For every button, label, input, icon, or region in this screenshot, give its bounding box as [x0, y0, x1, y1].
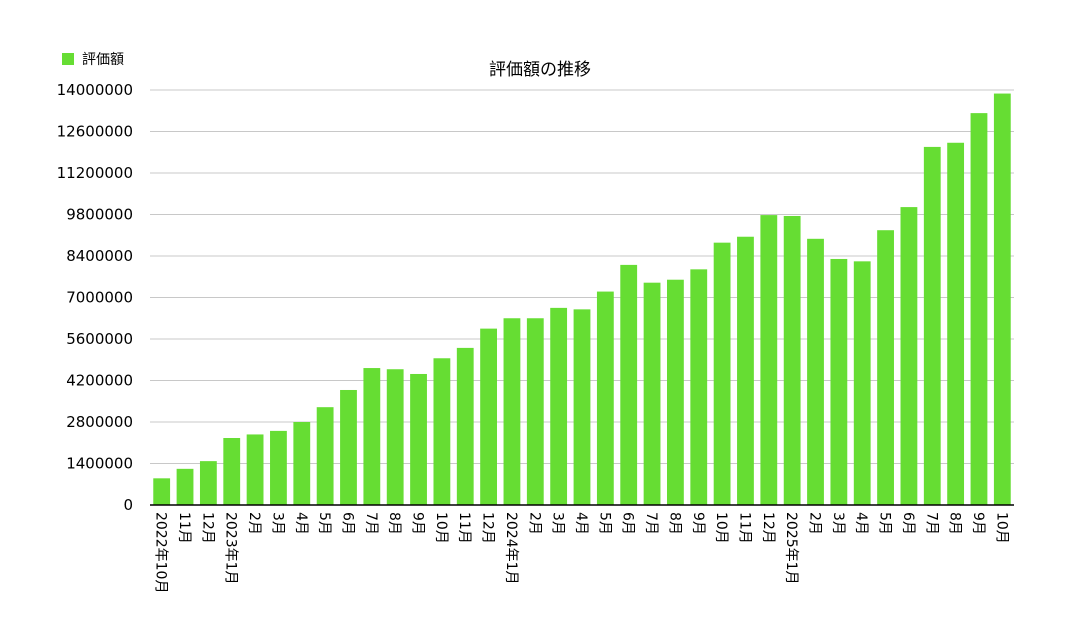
x-tick-label: 6月 — [339, 512, 355, 535]
x-tick-label: 7月 — [363, 512, 379, 535]
bar — [363, 368, 381, 505]
y-tick-label: 0 — [123, 496, 133, 514]
x-tick-label: 5月 — [596, 512, 612, 535]
legend-swatch — [62, 53, 74, 65]
x-tick-label: 10月 — [713, 512, 729, 544]
x-axis-ticks: 2022年10月 11月 12月 2023年1月 2月 3月 4月 5月 6月 7月 8月 9月 10月… — [153, 512, 1010, 593]
y-tick-label: 5600000 — [66, 330, 133, 348]
x-tick-label: 2024年1月 — [503, 512, 519, 585]
bar — [620, 264, 638, 505]
x-tick-label: 8月 — [386, 512, 402, 535]
x-tick-label: 5月 — [316, 512, 332, 535]
bar — [526, 318, 544, 505]
bar — [666, 279, 684, 505]
bar — [503, 318, 521, 505]
bar — [923, 146, 941, 505]
bar — [596, 291, 614, 505]
bar — [480, 328, 498, 505]
x-tick-label: 3月 — [550, 512, 566, 535]
x-tick-label: 8月 — [666, 512, 682, 535]
x-tick-label: 11月 — [176, 512, 192, 544]
x-tick-label: 12月 — [480, 512, 496, 544]
bar — [433, 358, 451, 505]
x-tick-label: 7月 — [643, 512, 659, 535]
bar — [316, 407, 334, 505]
bar — [293, 422, 311, 505]
x-tick-label: 12月 — [199, 512, 215, 544]
bar — [970, 113, 988, 505]
x-tick-label: 9月 — [410, 512, 426, 535]
x-tick-label: 6月 — [620, 512, 636, 535]
x-tick-label: 7月 — [923, 512, 939, 535]
bar — [199, 461, 217, 505]
y-tick-label: 12600000 — [57, 123, 133, 141]
y-axis-ticks: 0 1400000 2800000 4200000 5600000 7000000 8400… — [57, 81, 133, 514]
bar — [340, 389, 357, 505]
bar — [270, 430, 287, 505]
x-tick-label: 2025年1月 — [783, 512, 799, 585]
bar — [947, 142, 965, 505]
x-tick-label: 2023年1月 — [223, 512, 239, 585]
bar — [410, 373, 427, 505]
x-tick-label: 10月 — [993, 512, 1009, 544]
x-tick-label: 5月 — [877, 512, 893, 535]
y-tick-label: 2800000 — [66, 413, 133, 431]
x-tick-label: 9月 — [970, 512, 986, 535]
bar — [737, 236, 754, 505]
bar — [690, 269, 708, 505]
y-tick-label: 9800000 — [66, 206, 133, 224]
y-tick-label: 4200000 — [66, 372, 133, 390]
bar — [783, 215, 801, 505]
bar — [176, 468, 194, 505]
bar — [877, 230, 894, 506]
x-tick-label: 12月 — [760, 512, 776, 544]
x-tick-label: 8月 — [947, 512, 963, 535]
legend-label: 評価額 — [82, 52, 124, 68]
x-tick-label: 6月 — [900, 512, 916, 535]
y-tick-label: 8400000 — [66, 247, 133, 265]
bar — [760, 215, 778, 506]
x-tick-label: 3月 — [830, 512, 846, 535]
x-tick-label: 2月 — [807, 512, 823, 535]
bar — [643, 282, 661, 505]
x-tick-label: 4月 — [293, 512, 309, 535]
x-tick-label: 11月 — [456, 512, 472, 544]
bar — [853, 261, 871, 505]
bar — [900, 207, 918, 505]
x-tick-label: 4月 — [853, 512, 869, 535]
bar — [807, 238, 824, 506]
bar — [153, 478, 171, 505]
y-tick-label: 14000000 — [57, 81, 133, 99]
bar — [456, 347, 474, 505]
y-tick-label: 11200000 — [57, 164, 133, 182]
chart-title: 評価額の推移 — [489, 60, 591, 80]
x-tick-label: 4月 — [573, 512, 589, 535]
x-tick-label: 3月 — [269, 512, 285, 535]
bar — [993, 93, 1011, 506]
legend: 評価額 — [62, 49, 124, 69]
bar — [550, 307, 568, 505]
x-tick-label: 2月 — [526, 512, 542, 535]
bar — [573, 309, 591, 505]
bar — [713, 242, 731, 506]
y-tick-label: 7000000 — [66, 289, 133, 307]
x-tick-label: 9月 — [690, 512, 706, 535]
x-tick-label: 10月 — [433, 512, 449, 544]
bar — [223, 438, 241, 505]
x-tick-label: 2022年10月 — [153, 512, 169, 593]
bar — [246, 434, 264, 505]
bar — [386, 369, 404, 505]
x-tick-label: 2月 — [246, 512, 262, 535]
y-tick-label: 1400000 — [66, 455, 133, 473]
x-tick-label: 11月 — [736, 512, 752, 544]
bars — [153, 93, 1011, 506]
bar — [830, 258, 848, 505]
